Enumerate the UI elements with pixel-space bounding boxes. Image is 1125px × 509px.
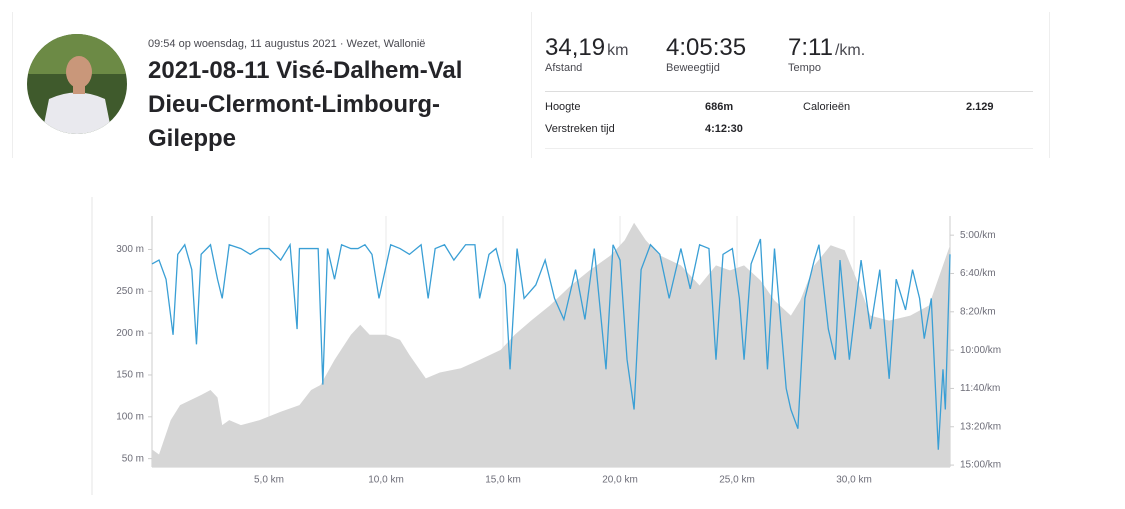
elevation-area	[152, 222, 950, 467]
activity-card	[12, 12, 1050, 158]
y2-tick-label: 10:00/km	[960, 345, 1001, 356]
divider	[531, 12, 532, 158]
x-tick-label: 15,0 km	[485, 475, 521, 486]
activity-title: 2021-08-11 Visé-Dalhem-Val Dieu-Clermont…	[148, 57, 463, 152]
stat-value: 686m	[705, 101, 734, 113]
activity-meta: 09:54 op woensdag, 11 augustus 2021 · We…	[148, 38, 426, 50]
y2-tick-label: 8:20/km	[960, 306, 996, 317]
x-tick-label: 5,0 km	[254, 475, 284, 486]
x-tick-label: 10,0 km	[368, 475, 404, 486]
stat-value: 4:05:35	[666, 34, 747, 61]
y-tick-label: 150 m	[116, 370, 144, 381]
y-tick-label: 100 m	[116, 411, 144, 422]
x-tick-label: 30,0 km	[836, 475, 872, 486]
stat-value: 2.129	[966, 101, 994, 113]
stat-label: Tempo	[788, 62, 822, 74]
y2-tick-label: 6:40/km	[960, 268, 996, 279]
separator	[545, 91, 1033, 92]
stat-label: Hoogte	[545, 101, 581, 113]
x-tick-label: 20,0 km	[602, 475, 638, 486]
stat: 34,19 km Afstand	[545, 34, 628, 74]
y2-tick-label: 11:40/km	[960, 383, 1000, 394]
stat-value: 34,19	[545, 34, 606, 61]
separator	[545, 148, 1033, 149]
stat-label: Verstreken tijd	[545, 123, 615, 135]
y-tick-label: 300 m	[116, 244, 144, 255]
y2-tick-label: 13:20/km	[960, 421, 1001, 432]
y-tick-label: 50 m	[122, 453, 144, 464]
stat-label: Calorieën	[803, 101, 851, 113]
stat-label: Afstand	[545, 62, 583, 74]
stat-label: Beweegtijd	[666, 62, 720, 74]
y-tick-label: 200 m	[116, 328, 144, 339]
y2-tick-label: 15:00/km	[960, 460, 1001, 471]
y2-tick-label: 5:00/km	[960, 230, 996, 241]
pace-line	[151, 238, 951, 450]
stat-unit: km	[607, 42, 629, 59]
stat-unit: /km.	[834, 42, 866, 59]
avatar[interactable]	[27, 34, 127, 134]
stat-value: 7:11	[788, 34, 833, 61]
y-tick-label: 250 m	[116, 286, 144, 297]
x-tick-label: 25,0 km	[719, 475, 755, 486]
stat: 7:11/km. Tempo	[788, 34, 865, 74]
stat: 4:05:35 Beweegtijd	[666, 34, 746, 74]
stat-value: 4:12:30	[705, 123, 743, 135]
